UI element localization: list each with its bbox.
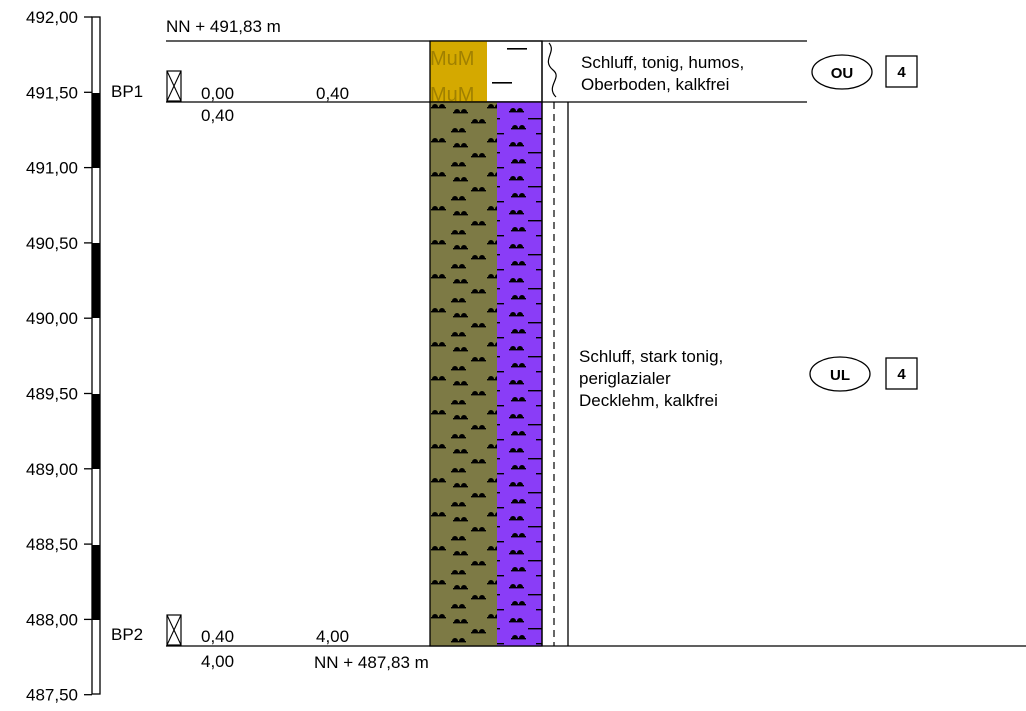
sample-from: 0,40 <box>201 627 234 646</box>
clay-dash-symbol <box>507 48 527 50</box>
soil-group-ellipse <box>809 356 871 392</box>
soil-group-code: UL <box>830 367 850 384</box>
scale-tick-label: 489,50 <box>26 385 78 404</box>
scale-bar-black-segment <box>92 243 100 318</box>
scale-tick-label: 487,50 <box>26 686 78 705</box>
description-line: Oberboden, kalkfrei <box>581 75 729 94</box>
bottom-level-label: NN + 487,83 m <box>314 653 429 672</box>
silt-pattern <box>430 102 497 646</box>
soil-class-value: 4 <box>897 64 906 81</box>
description-line: Schluff, tonig, humos, <box>581 53 744 72</box>
soil-group-ou: OU <box>811 54 873 90</box>
sample-from: 0,00 <box>201 84 234 103</box>
scale-bar-black-segment <box>92 545 100 620</box>
sample-bp2: BP2 0,40 4,00 4,00 <box>111 614 349 671</box>
soil-class-box <box>885 55 918 88</box>
layer-top-description: Schluff, tonig, humos, Oberboden, kalkfr… <box>581 53 744 94</box>
top-level-label: NN + 491,83 m <box>166 17 281 36</box>
scale-tick-label: 488,50 <box>26 535 78 554</box>
layer-bottom-description: Schluff, stark tonig, periglazialer Deck… <box>579 347 723 410</box>
description-line: Decklehm, kalkfrei <box>579 391 718 410</box>
sample-to: 4,00 <box>316 627 349 646</box>
scale-tick-label: 491,50 <box>26 83 78 102</box>
soil-class-bottom: 4 <box>885 357 918 390</box>
depth-below-label: 0,40 <box>201 106 234 125</box>
description-line: periglazialer <box>579 369 671 388</box>
soil-group-ul: UL <box>809 356 871 392</box>
sample-to: 0,40 <box>316 84 349 103</box>
soil-class-value: 4 <box>897 366 906 383</box>
soil-group-code: OU <box>831 65 854 82</box>
scale-bar-black-segment <box>92 394 100 469</box>
sample-bp1: BP1 0,00 0,40 0,40 <box>111 70 349 125</box>
soil-class-top: 4 <box>885 55 918 88</box>
scale-tick-label: 490,50 <box>26 234 78 253</box>
layer-top-color-block <box>430 41 487 102</box>
sample-marker-icon <box>166 614 182 646</box>
layer-column-bottom <box>429 101 543 647</box>
elevation-scale: 492,00 491,50 491,00 490,50 490,00 489,50 489,… <box>26 8 101 705</box>
wavy-consistency-symbol <box>547 42 557 98</box>
consistency-column <box>541 41 569 646</box>
clay-pattern <box>497 102 542 646</box>
soil-group-ellipse <box>811 54 873 90</box>
layer-column-top: MuM MuM <box>429 40 543 106</box>
soil-class-box <box>885 357 918 390</box>
scale-tick-label: 491,00 <box>26 159 78 178</box>
layer-pattern-text: MuM <box>430 48 474 70</box>
sample-marker-icon <box>166 70 182 102</box>
description-line: Schluff, stark tonig, <box>579 347 723 366</box>
scale-ticks: 492,00 491,50 491,00 490,50 490,00 489,50 489,… <box>26 8 92 705</box>
scale-bar-black-segment <box>92 93 100 168</box>
scale-tick-label: 492,00 <box>26 8 78 27</box>
layer-pattern-text: MuM <box>430 84 474 106</box>
scale-tick-label: 490,00 <box>26 309 78 328</box>
sample-name: BP2 <box>111 625 143 644</box>
scale-bar-frame <box>91 16 101 695</box>
depth-below-label: 4,00 <box>201 652 234 671</box>
clay-dash-symbol <box>492 82 512 84</box>
sample-name: BP1 <box>111 82 143 101</box>
scale-tick-label: 489,00 <box>26 460 78 479</box>
scale-tick-label: 488,00 <box>26 610 78 629</box>
